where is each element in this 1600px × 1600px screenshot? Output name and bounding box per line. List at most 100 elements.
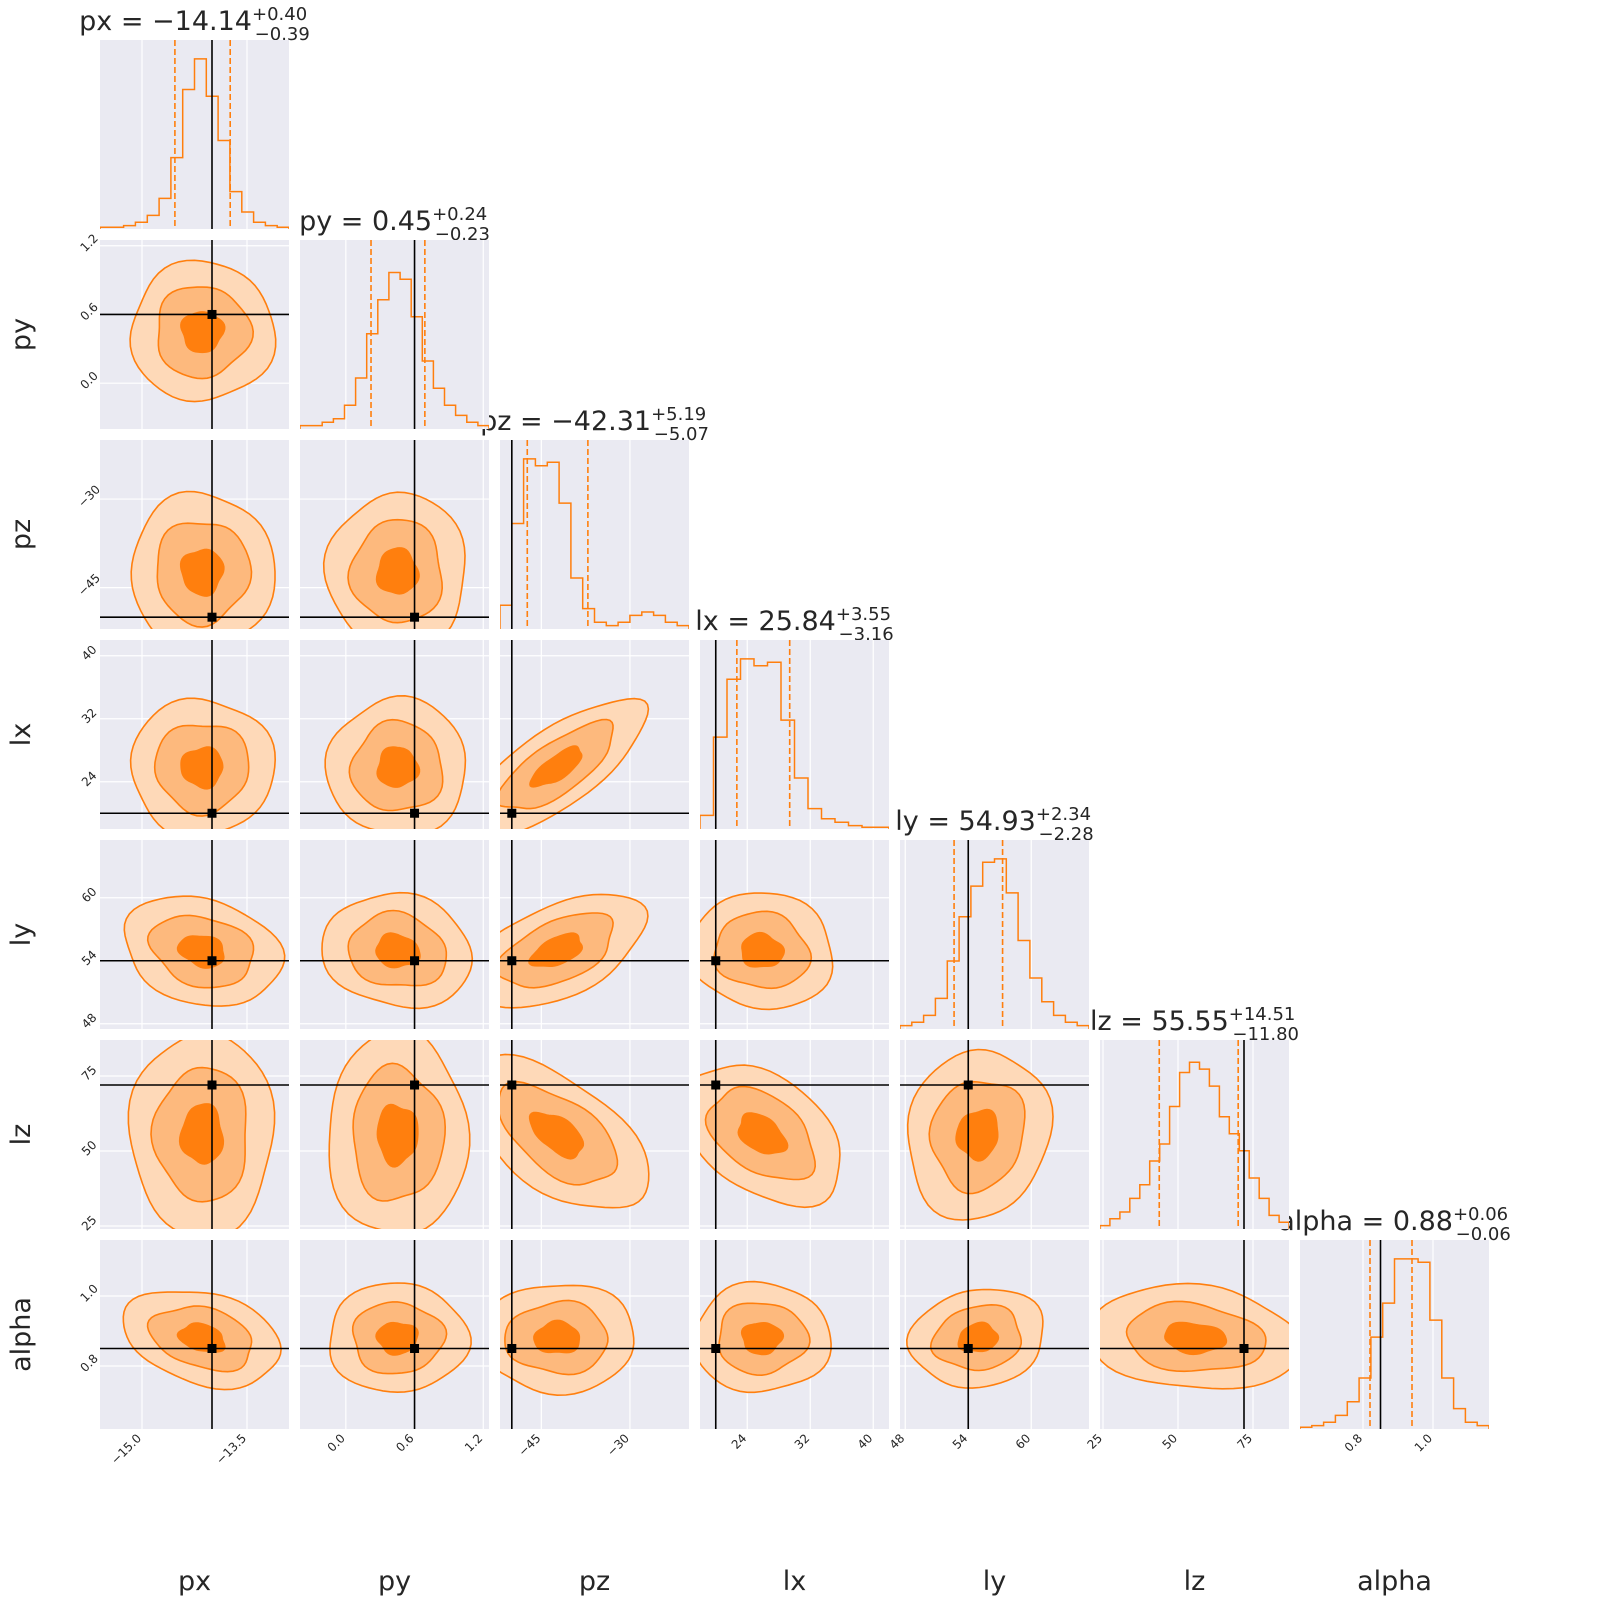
contour-level-3 (529, 745, 583, 788)
panel-background (300, 240, 489, 429)
ytick-alpha: 1.0 (77, 1281, 100, 1304)
ytick-py: 0.0 (77, 369, 100, 392)
contour-level-3 (740, 1321, 785, 1356)
histogram-px (100, 58, 289, 229)
panel-py-ly (300, 840, 489, 1029)
panel-lx-alpha (700, 1240, 889, 1429)
ytick-ly: 54 (79, 948, 100, 969)
truth-marker (507, 1080, 517, 1090)
ylabel-py: py (6, 318, 37, 351)
ytick-alpha: 0.8 (77, 1351, 100, 1374)
xtick-ly: 48 (887, 1431, 908, 1452)
xlabel-pz: pz (579, 1566, 610, 1597)
ylabel-pz: pz (6, 519, 37, 550)
contour-level-3 (376, 746, 421, 788)
contour-level-3 (528, 1111, 585, 1160)
truth-marker (410, 1080, 420, 1090)
panel-pz-pz (500, 440, 689, 629)
xtick-px: −13.5 (213, 1431, 249, 1467)
truth-marker (410, 1344, 420, 1353)
panel-lz-alpha (1100, 1240, 1289, 1429)
titles-layer: px = −14.14+0.40 −0.39 py = 0.45+0.24 −0.23… (79, 4, 1511, 1245)
truth-marker (207, 808, 217, 818)
panel-px-alpha (100, 1240, 289, 1429)
panel-background (500, 440, 689, 629)
contour-level-3 (375, 1321, 419, 1356)
truth-marker (507, 1344, 517, 1353)
panel-ly-lz (900, 1040, 1089, 1229)
ylabel-lz: lz (6, 1124, 37, 1146)
panel-pz-lx (500, 640, 689, 829)
title-py: py = 0.45+0.24 −0.23 (299, 204, 490, 245)
panels-layer (100, 40, 1489, 1429)
panel-py-alpha (300, 1240, 489, 1429)
histogram-alpha (1300, 1258, 1489, 1429)
histogram-pz (500, 458, 689, 629)
xlabel-alpha: alpha (1357, 1566, 1432, 1597)
panel-px-lx (100, 640, 289, 829)
ytick-ly: 60 (79, 885, 100, 906)
title-lz: lz = 55.55+14.51 −11.80 (1090, 1004, 1299, 1045)
panel-pz-alpha (500, 1240, 689, 1429)
truth-marker (207, 1344, 217, 1353)
panel-px-px (100, 40, 289, 229)
truth-marker (507, 956, 517, 966)
truth-marker (207, 956, 217, 966)
truth-marker (711, 1344, 721, 1353)
ytick-pz: −45 (75, 571, 103, 599)
truth-marker (711, 1080, 721, 1090)
ylabel-lx: lx (6, 723, 37, 747)
xtick-lz: 25 (1084, 1431, 1105, 1452)
ytick-lz: 75 (79, 1063, 100, 1084)
truth-marker (207, 1080, 217, 1090)
contour-level-3 (528, 932, 584, 967)
contour-level-3 (533, 1319, 581, 1354)
panel-pz-ly (500, 840, 689, 1029)
contour-level-3 (376, 1103, 419, 1168)
xtick-lz: 75 (1234, 1431, 1255, 1452)
xlabel-py: py (378, 1566, 411, 1597)
ylabel-alpha: alpha (6, 1297, 37, 1372)
panel-ly-ly (900, 840, 1089, 1029)
ytick-py: 1.2 (77, 231, 100, 254)
xtick-lx: 40 (855, 1431, 876, 1452)
xtick-ly: 60 (1013, 1431, 1034, 1452)
title-px: px = −14.14+0.40 −0.39 (79, 4, 310, 45)
panel-lx-ly (700, 840, 889, 1029)
contour-level-3 (1164, 1321, 1228, 1356)
panel-px-lz (100, 1040, 289, 1229)
xtick-lz: 50 (1159, 1431, 1180, 1452)
title-lx: lx = 25.84+3.55 −3.16 (695, 604, 893, 645)
panel-pz-lz (500, 1040, 689, 1229)
xtick-py: 0.6 (393, 1431, 416, 1454)
xlabel-px: px (178, 1566, 211, 1597)
ytick-lx: 40 (79, 643, 100, 664)
panel-background (900, 840, 1089, 1029)
panel-px-ly (100, 840, 289, 1029)
panel-lz-lz (1100, 1040, 1289, 1229)
xtick-pz: −45 (516, 1431, 544, 1459)
panel-background (1100, 1040, 1289, 1229)
panel-lx-lx (700, 640, 889, 829)
xtick-lx: 24 (729, 1431, 750, 1452)
truth-marker (507, 808, 517, 818)
xtick-alpha: 0.8 (1342, 1431, 1365, 1454)
contour-level-3 (375, 932, 421, 969)
histogram-ly (900, 858, 1089, 1029)
panel-ly-alpha (900, 1240, 1089, 1429)
ytick-lz: 25 (79, 1213, 100, 1234)
xlabel-ly: ly (983, 1566, 1007, 1597)
contour-level-3 (375, 547, 420, 595)
ytick-ly: 48 (79, 1011, 100, 1032)
truth-marker (1239, 1344, 1249, 1353)
truth-marker (711, 956, 721, 966)
panel-py-py (300, 240, 489, 429)
histogram-py (300, 271, 489, 429)
ytick-lx: 24 (79, 769, 100, 790)
ylabel-ly: ly (6, 923, 37, 947)
title-pz: pz = −42.31+5.19 −5.07 (480, 404, 709, 445)
panel-alpha-alpha (1300, 1240, 1489, 1429)
xtick-py: 1.2 (462, 1431, 485, 1454)
contour-level-3 (741, 931, 786, 968)
